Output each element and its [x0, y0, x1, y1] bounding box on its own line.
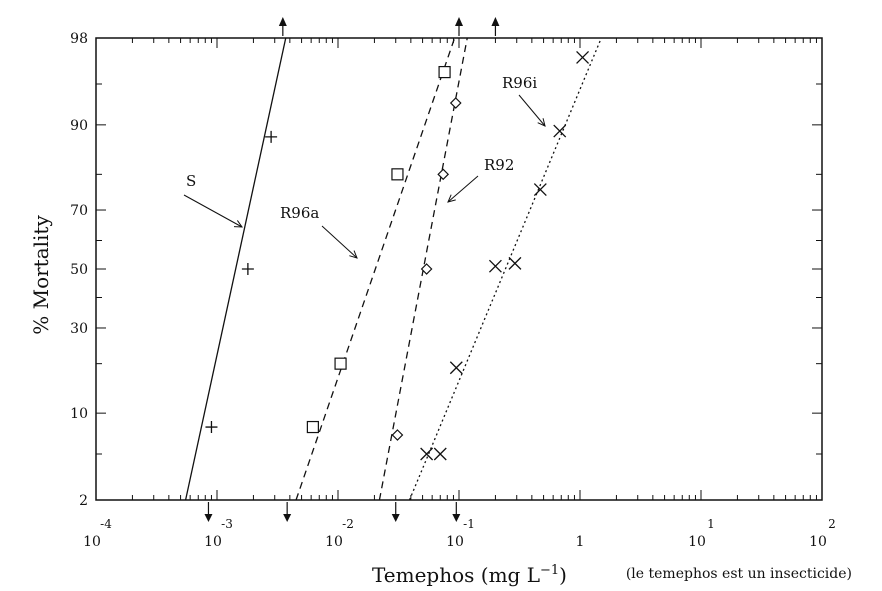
down-arrow-head: [283, 514, 292, 522]
x-tick-label: 10: [446, 534, 464, 550]
x-tick-exponent: 1: [707, 517, 715, 531]
point-r96i: [420, 447, 434, 461]
down-arrow-head: [204, 514, 213, 522]
point-r96i: [508, 256, 522, 270]
point-r96a: [306, 420, 319, 434]
axis-ticks: [95, 37, 822, 501]
series-line-r96a: [295, 37, 456, 501]
x-tick-label: 1: [576, 534, 585, 550]
series-annotations: S R96a R92 R96i: [183, 74, 546, 259]
point-r96a: [334, 357, 347, 370]
annotation-arrow-line: [321, 225, 358, 259]
point-s: [205, 421, 218, 434]
series-line-r96i: [408, 37, 602, 501]
point-r92: [449, 97, 462, 109]
annotation-arrow-line: [518, 94, 546, 127]
y-tick-label: 2: [79, 493, 88, 509]
x-tick-exponent: -2: [342, 517, 354, 531]
down-arrow-head: [452, 514, 461, 522]
series-markers: [205, 50, 590, 461]
annotation-arrow-line: [183, 194, 243, 228]
y-tick-label: 10: [70, 406, 88, 422]
x-tick-label: 10: [83, 534, 101, 550]
annotation-r96a: R96a: [280, 204, 319, 222]
point-s: [265, 130, 278, 143]
x-axis-label-exponent: −1: [540, 563, 559, 578]
annotation-arrow-head: [447, 194, 456, 203]
point-r92: [391, 429, 404, 441]
y-tick-label: 98: [70, 31, 88, 47]
range-arrows: [204, 17, 500, 522]
series-line-r92: [378, 37, 468, 501]
y-tick-label: 50: [70, 262, 88, 278]
series-line-s: [184, 37, 287, 501]
up-arrow-head: [278, 17, 287, 26]
up-arrow-head: [491, 17, 500, 26]
x-tick-label: 10: [204, 534, 222, 550]
annotation-s: S: [186, 172, 196, 190]
series-lines: [184, 37, 602, 501]
x-tick-label: 10: [325, 534, 343, 550]
down-arrow-head: [391, 514, 400, 522]
x-axis-label: Temephos (mg L−1): [372, 563, 567, 587]
up-arrow-head: [455, 17, 463, 26]
point-r96i: [576, 50, 590, 64]
plot-frame: [95, 37, 823, 501]
point-r96i: [433, 447, 447, 461]
annotation-arrow-head: [537, 118, 546, 127]
annotation-arrow-line: [447, 175, 479, 203]
annotation-r96i: R96i: [502, 74, 537, 92]
point-r96i: [533, 183, 547, 197]
x-tick-exponent: 2: [828, 517, 836, 531]
point-r96i: [488, 259, 502, 273]
y-tick-label: 90: [70, 118, 88, 134]
y-tick-label: 70: [70, 203, 88, 219]
point-r92: [437, 168, 450, 181]
x-tick-exponent: -3: [221, 517, 233, 531]
point-s: [241, 263, 254, 275]
point-r96a: [438, 65, 451, 79]
x-axis-label-main: Temephos (mg L: [372, 563, 540, 587]
y-axis-label: % Mortality: [29, 215, 53, 335]
annotation-arrow-head: [233, 220, 244, 228]
point-r96a: [391, 168, 404, 181]
x-tick-label: 10: [809, 534, 827, 550]
x-tick-label: 10: [688, 534, 706, 550]
point-r92: [420, 263, 433, 275]
annotation-r92: R92: [484, 156, 514, 174]
point-r96i: [449, 361, 463, 375]
x-tick-exponent: -1: [463, 517, 475, 531]
annotation-arrow-head: [349, 250, 358, 259]
y-tick-label: 30: [70, 321, 88, 337]
x-axis-label-close: ): [559, 563, 567, 587]
x-tick-exponent: -4: [100, 517, 112, 531]
point-r96i: [553, 124, 567, 138]
footnote-note: (le temephos est un insecticide): [626, 566, 852, 582]
